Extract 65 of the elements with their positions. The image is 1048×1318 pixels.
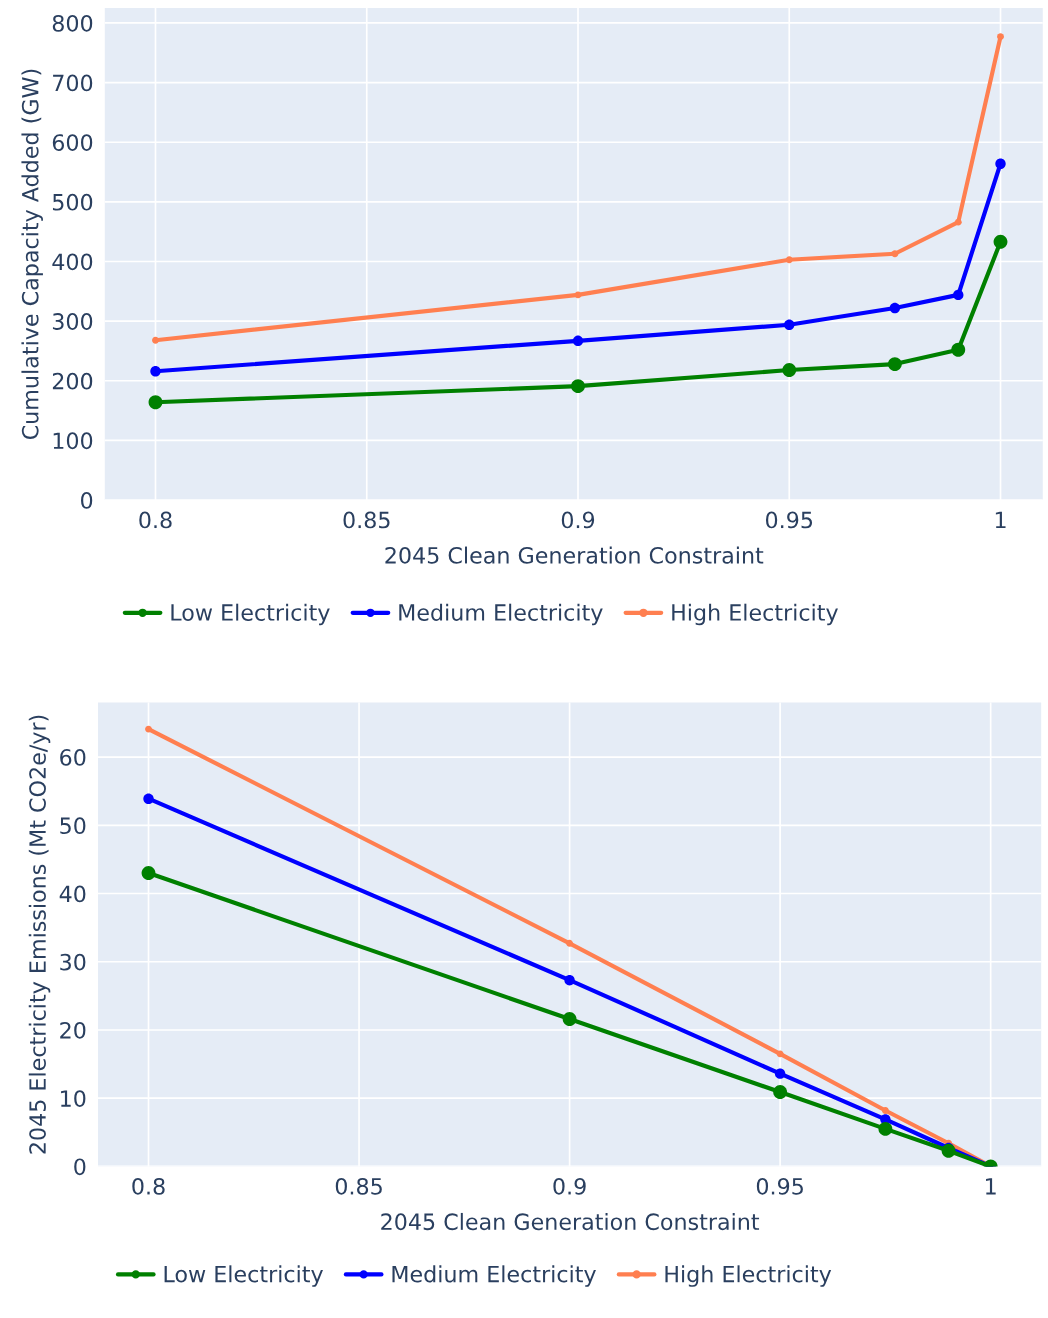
y-tick-label: 800	[52, 14, 93, 32]
y-tick-label: 40	[59, 885, 86, 903]
point	[878, 1121, 893, 1136]
point	[148, 395, 163, 410]
x-tick-label: 1	[995, 511, 1006, 529]
point	[995, 158, 1006, 169]
point	[953, 289, 964, 301]
y-tick-label: 0	[81, 492, 93, 509]
point	[562, 1012, 577, 1027]
point	[776, 1050, 784, 1058]
x-axis-title: 2045 Clean Generation Constraint	[385, 546, 764, 564]
point	[887, 357, 902, 372]
point	[954, 218, 962, 226]
point	[784, 319, 795, 330]
legend-label: High Electricity	[672, 603, 838, 626]
legend-label: High Electricity	[665, 1265, 832, 1287]
y-tick-label: 200	[52, 372, 93, 390]
y-axis-title: 2045 Electricity Emissions (Mt CO2e/yr)	[28, 715, 51, 1154]
legend-label: Low Electricity	[164, 1265, 323, 1287]
point	[891, 250, 899, 258]
legend-label: Medium Electricity	[392, 1265, 596, 1287]
x-tick-label: 0.9	[553, 1177, 586, 1195]
y-tick-label: 600	[52, 134, 93, 151]
point	[571, 379, 585, 394]
point	[150, 366, 161, 377]
y-tick-label: 50	[60, 817, 86, 835]
y-tick-label: 300	[52, 313, 93, 330]
y-axis-title: Cumulative Capacity Added (GW)	[21, 69, 43, 440]
point	[951, 342, 966, 357]
point	[881, 1107, 889, 1114]
y-tick-label: 500	[52, 193, 93, 211]
point	[889, 302, 901, 314]
y-tick-label: 400	[52, 253, 93, 271]
legend-label: Low Electricity	[171, 603, 330, 626]
y-tick-label: 60	[60, 749, 86, 766]
point	[564, 974, 575, 986]
point	[143, 793, 154, 804]
x-tick-label: 0.8	[132, 1177, 165, 1195]
point	[145, 725, 152, 733]
point	[773, 1085, 788, 1100]
y-tick-label: 100	[53, 432, 93, 450]
point	[997, 33, 1004, 41]
point	[785, 256, 793, 264]
point	[774, 1068, 786, 1079]
y-tick-label: 0	[74, 1158, 86, 1176]
point	[566, 939, 574, 947]
legend-label: Medium Electricity	[399, 603, 603, 626]
x-tick-label: 0.9	[561, 511, 595, 529]
point	[782, 363, 797, 377]
point	[993, 234, 1008, 249]
y-tick-label: 700	[53, 74, 93, 92]
x-tick-label: 1	[986, 1178, 996, 1195]
x-tick-label: 0.95	[765, 511, 813, 529]
x-tick-label: 0.85	[343, 511, 390, 529]
y-tick-label: 10	[61, 1090, 86, 1107]
point	[572, 335, 584, 347]
x-tick-label: 0.85	[335, 1177, 382, 1195]
point	[141, 866, 156, 880]
x-axis-title: 2045 Clean Generation Constraint	[381, 1212, 760, 1231]
y-tick-label: 30	[60, 953, 86, 971]
y-tick-label: 20	[60, 1021, 86, 1039]
x-tick-label: 0.8	[139, 511, 172, 529]
point	[152, 336, 159, 344]
x-tick-label: 0.95	[756, 1177, 803, 1195]
point	[941, 1143, 956, 1158]
